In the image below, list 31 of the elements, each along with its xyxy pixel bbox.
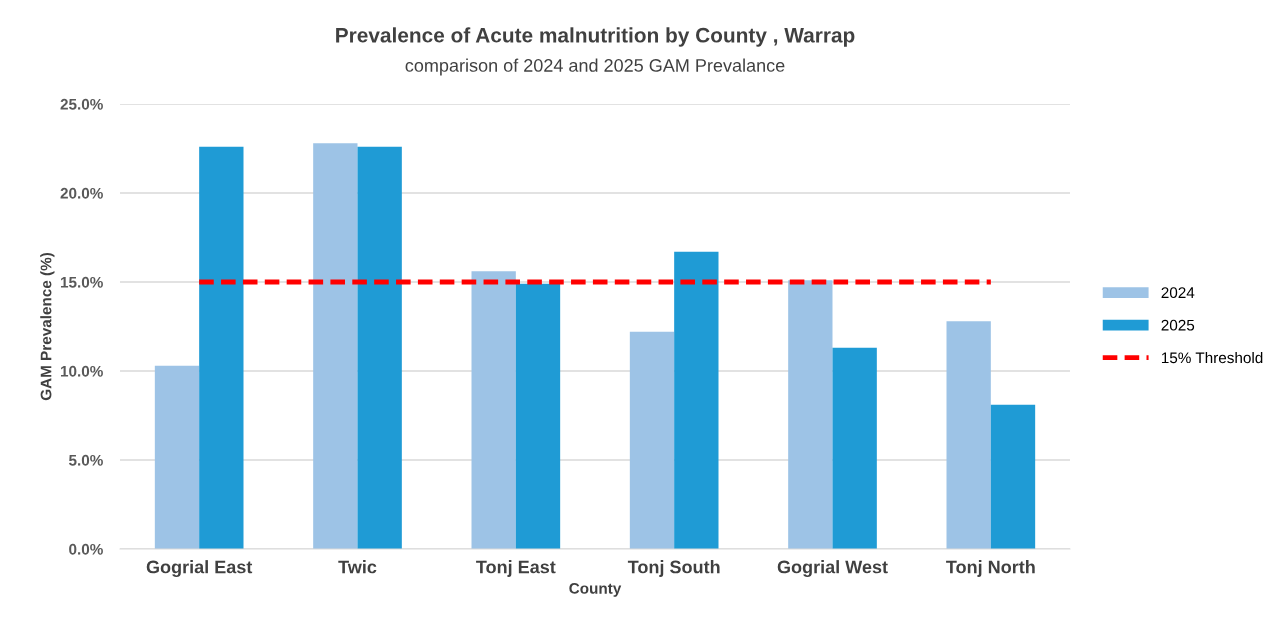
legend-label: 2024 [1161,287,1195,299]
bar [674,251,719,549]
bar [788,280,833,549]
x-tick-label: Gogrial West [777,560,888,578]
x-axis-title: County [569,582,622,597]
bar [990,404,1036,549]
y-tick-label: 0.0% [69,543,103,555]
x-tick-label: Twic [338,560,377,574]
bar [832,347,877,549]
legend-label: 2025 [1161,319,1195,331]
x-tick-label: Tonj South [627,560,720,577]
bar [313,143,358,549]
bar [515,283,561,549]
bar [199,146,244,549]
y-axis-title: GAM Prevalence (%) [40,252,55,401]
x-tick-label: Tonj North [946,560,1035,577]
y-tick-label: 25.0% [60,98,103,110]
chart-subtitle: comparison of 2024 and 2025 GAM Prevalance [405,58,785,76]
chart-title: Prevalence of Acute malnutrition by County , Warrap [336,27,855,47]
y-tick-label: 15.0% [60,276,103,288]
bar [471,271,516,549]
y-tick-label: 20.0% [60,187,103,199]
bar [946,321,991,549]
y-tick-label: 10.0% [60,365,103,377]
bar [154,365,200,549]
x-tick-label: Tonj East [476,560,556,577]
y-tick-label: 5.0% [68,454,103,466]
bar [629,331,675,549]
legend-label: 15% Threshold [1161,351,1263,364]
bar [357,146,402,549]
x-tick-label: Gogrial East [146,560,253,578]
